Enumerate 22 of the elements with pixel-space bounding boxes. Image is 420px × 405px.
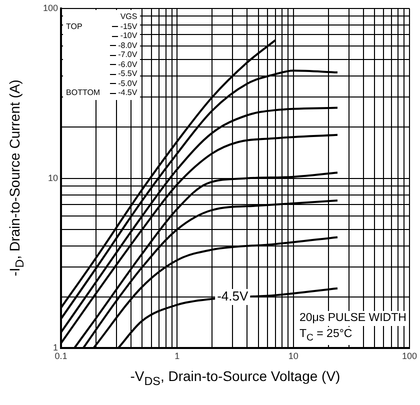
y-tick-label: 100 [42,2,58,13]
legend-title: VGS [119,12,138,22]
x-tick-label: 100 [402,351,418,362]
annotation: -4.5V [217,288,248,304]
x-tick-label: 0.1 [54,351,68,362]
legend-label: -8.0V [118,40,138,50]
legend-label: -15V [120,22,138,32]
annotation: T$_{C}$ = 25°C [299,327,352,346]
y-tick-label: 10 [48,172,58,183]
legend-label: -5.0V [118,78,138,88]
annotation: TOP [66,22,84,32]
legend-label: -4.5V [118,88,138,98]
legend-label: -10V [120,31,138,41]
legend-label: -7.0V [118,50,138,60]
annotation: BOTTOM [66,88,102,98]
x-axis-title: -V$_{DS}$, Drain-to-Source Voltage (V) [130,368,340,388]
annotation: 20μs PULSE WIDTH [299,311,406,326]
x-tick-label: 10 [288,351,298,362]
y-tick-label: 1 [53,342,58,353]
legend-label: -6.0V [118,60,138,70]
x-tick-label: 1 [174,351,180,362]
legend-label: -5.5V [118,69,138,79]
